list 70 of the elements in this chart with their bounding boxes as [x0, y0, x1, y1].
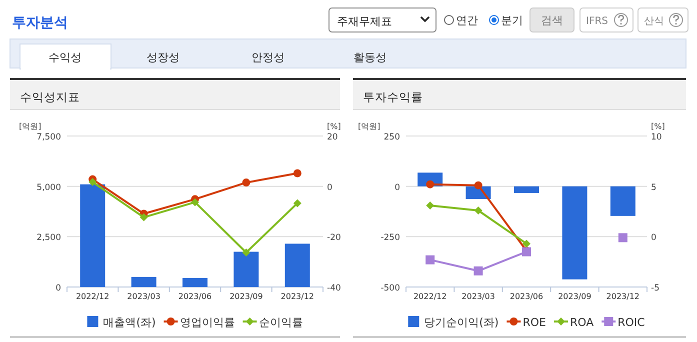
text: 성장성 — [146, 51, 180, 64]
y2-tick-label: 5 — [651, 182, 656, 193]
y-tick-label: -250 — [380, 233, 400, 244]
point — [242, 178, 250, 187]
y2-axis-title: [%] — [327, 122, 341, 131]
y-tick-label: 250 — [384, 132, 400, 142]
x-tick-label: 2023/09 — [230, 292, 263, 301]
bar — [182, 278, 208, 287]
legend-label: ROIC — [618, 316, 646, 329]
point — [242, 248, 250, 257]
point — [426, 180, 434, 188]
x-tick-label: 2023/03 — [462, 292, 495, 301]
text: 주재무제표 — [337, 15, 392, 28]
legend-label: 당기순이익(좌) — [424, 316, 499, 329]
text: 검색 — [541, 14, 563, 27]
y-tick-label: 2,500 — [36, 233, 61, 244]
point — [191, 198, 199, 206]
text: 투자분석 — [12, 15, 68, 31]
y-axis-title: [억원] — [19, 122, 42, 131]
y-tick-label: 0 — [394, 182, 400, 193]
point — [293, 199, 302, 208]
y-axis-title: [억원] — [358, 122, 380, 131]
y-tick-label: 5,000 — [36, 182, 61, 193]
y2-axis-title: [%] — [651, 122, 665, 131]
bar — [131, 276, 156, 287]
legend-label: ROA — [570, 316, 594, 329]
x-tick-label: 2023/06 — [178, 292, 212, 301]
text: 활동성 — [354, 51, 386, 64]
y2-tick-label: -40 — [327, 284, 341, 294]
point — [618, 233, 628, 242]
text: 연간 — [456, 14, 478, 27]
y2-tick-label: 10 — [651, 132, 662, 142]
legend-label: ROE — [522, 316, 546, 329]
legend-label: 순이익률 — [258, 316, 303, 329]
y2-tick-label: 0 — [327, 182, 332, 193]
y-tick-label: 0 — [56, 284, 61, 294]
x-tick-label: 2023/06 — [510, 292, 544, 301]
text: 분기 — [501, 14, 523, 27]
text: 산식 — [644, 16, 664, 27]
text: IFRS — [586, 16, 608, 27]
x-tick-label: 2023/12 — [606, 292, 640, 301]
bar — [80, 184, 106, 287]
text: 수익성 — [48, 51, 82, 64]
x-tick-label: 2023/12 — [280, 292, 314, 301]
bar — [284, 244, 310, 287]
y2-tick-label: 0 — [651, 233, 656, 244]
x-tick-label: 2022/12 — [76, 292, 110, 301]
y2-tick-label: 20 — [327, 132, 338, 142]
y-tick-label: -500 — [380, 284, 400, 294]
point — [88, 178, 97, 186]
point — [522, 240, 530, 248]
text: 안정성 — [252, 51, 284, 64]
point — [474, 206, 482, 214]
legend-label: 영업이익률 — [180, 316, 235, 329]
y-tick-label: 7,500 — [36, 132, 61, 142]
point — [293, 169, 302, 178]
x-tick-label: 2022/12 — [413, 292, 447, 301]
chart-title: 수익성지표 — [20, 90, 80, 104]
chart-title: 투자수익률 — [363, 90, 423, 104]
y2-tick-label: -5 — [651, 284, 660, 294]
legend-label: 매출액(좌) — [103, 316, 156, 329]
y2-tick-label: -20 — [327, 233, 341, 244]
bar — [234, 252, 259, 287]
point — [140, 213, 148, 222]
x-tick-label: 2023/09 — [558, 292, 592, 301]
point — [426, 201, 434, 210]
point — [474, 181, 482, 190]
point — [474, 266, 483, 276]
point — [426, 255, 435, 264]
x-tick-label: 2023/03 — [127, 292, 160, 301]
